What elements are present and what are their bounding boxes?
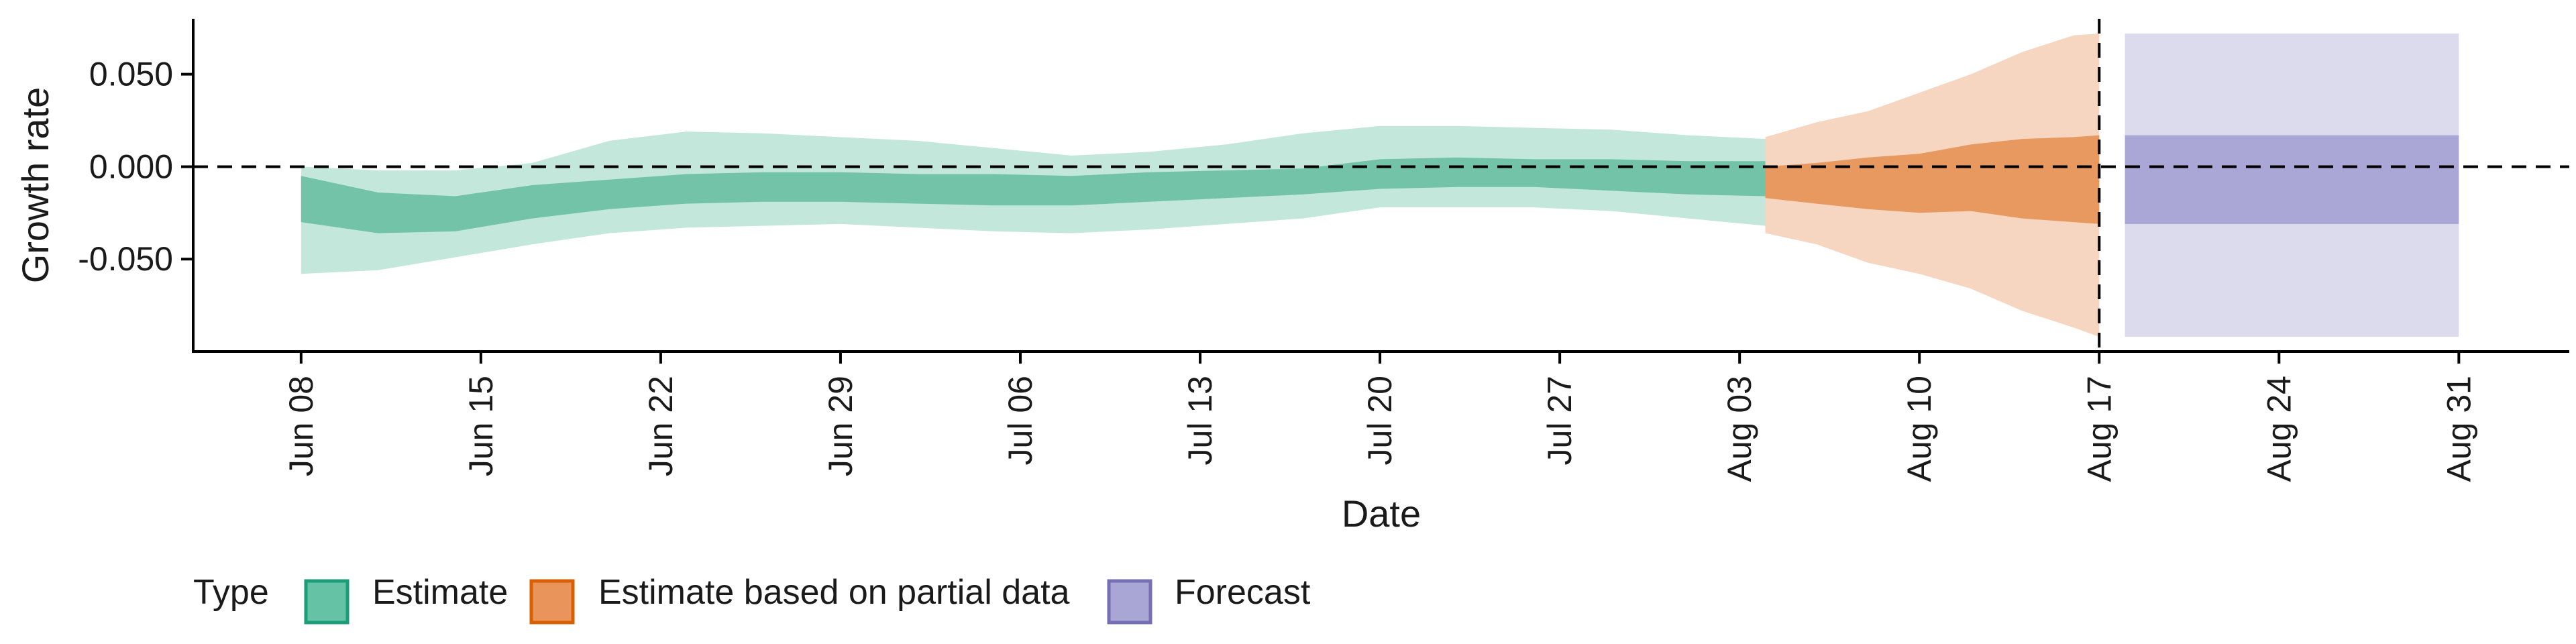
- x-tick-label: Aug 17: [2080, 376, 2118, 482]
- y-tick-label: 0.050: [89, 56, 173, 93]
- x-tick-label: Jun 08: [282, 376, 320, 476]
- x-tick-label: Jun 15: [462, 376, 500, 476]
- x-tick-label: Jun 29: [822, 376, 859, 476]
- x-tick-label: Jul 13: [1181, 376, 1219, 465]
- x-tick-label: Aug 03: [1721, 376, 1758, 482]
- x-tick-label: Aug 10: [1900, 376, 1938, 482]
- x-axis-title: Date: [1342, 492, 1421, 535]
- x-axis-ticks: Jun 08 Jun 15 Jun 22 Jun 29 Jul 06 Jul 13 Jul …: [282, 352, 2477, 482]
- x-tick-label: Jul 06: [1002, 376, 1039, 465]
- reference-lines: [193, 19, 2569, 352]
- forecast-inner-band: [2125, 135, 2459, 224]
- estimate-based-on-partial-data-inner-band: [1765, 135, 2100, 224]
- legend-label: Estimate based on partial data: [598, 573, 1070, 612]
- estimate-inner-band: [301, 157, 1766, 233]
- legend: Type Estimate Estimate based on partial d…: [193, 573, 1311, 625]
- y-axis-ticks: 0.050 0.000 -0.050: [78, 56, 193, 278]
- x-tick-label: Jul 20: [1361, 376, 1399, 465]
- y-tick-label: -0.050: [78, 240, 173, 278]
- legend-key-2: [529, 579, 575, 625]
- x-tick-label: Jun 22: [642, 376, 680, 476]
- x-tick-label: Aug 24: [2260, 376, 2298, 482]
- ribbon-layer: [301, 34, 2459, 337]
- legend-key-1: [304, 579, 350, 625]
- x-tick-label: Jul 27: [1541, 376, 1578, 465]
- legend-key-3: [1107, 579, 1152, 625]
- x-tick-label: Aug 31: [2440, 376, 2477, 482]
- legend-label: Forecast: [1175, 573, 1311, 612]
- legend-label: Estimate: [372, 573, 508, 612]
- y-tick-label: 0.000: [89, 148, 173, 185]
- legend-title: Type: [193, 573, 269, 612]
- y-axis-title: Growth rate: [14, 87, 56, 284]
